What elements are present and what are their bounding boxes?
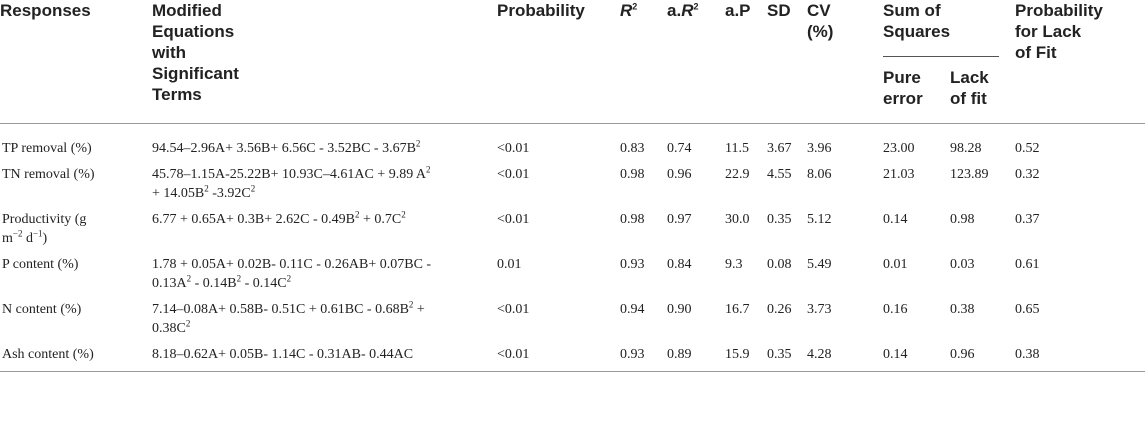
cell-pure-error: 0.01: [883, 257, 908, 272]
cell-cv: 5.12: [807, 212, 832, 227]
cell-r2: 0.83: [620, 141, 645, 156]
cell-p-lack-fit: 0.65: [1015, 302, 1040, 317]
cell-sd: 3.67: [767, 141, 792, 156]
cell-equation: 7.14–0.08A+ 0.58B- 0.51C + 0.61BC - 0.68…: [152, 299, 425, 336]
table-row: P content (%) 1.78 + 0.05A+ 0.02B- 0.11C…: [0, 255, 1145, 300]
header-r2: R2: [620, 1, 638, 20]
table-row: TN removal (%) 45.78–1.15A-25.22B+ 10.93…: [0, 165, 1145, 210]
table-row: Productivity (g m−2 d−1) 6.77 + 0.65A+ 0.…: [0, 210, 1145, 255]
cell-equation: 45.78–1.15A-25.22B+ 10.93C–4.61AC + 9.89…: [152, 164, 431, 201]
cell-cv: 4.28: [807, 347, 832, 362]
cell-equation: 6.77 + 0.65A+ 0.3B+ 2.62C - 0.49B2 + 0.7…: [152, 209, 406, 227]
cell-response: TP removal (%): [2, 141, 92, 156]
cell-ap: 15.9: [725, 347, 750, 362]
cell-probability: <0.01: [497, 141, 530, 156]
cell-sd: 0.35: [767, 347, 792, 362]
cell-p-lack-fit: 0.32: [1015, 167, 1040, 182]
cell-lack-of-fit: 0.38: [950, 302, 975, 317]
cell-ap: 11.5: [725, 141, 749, 156]
cell-probability: <0.01: [497, 302, 530, 317]
cell-adj-r2: 0.89: [667, 347, 692, 362]
cell-response: TN removal (%): [2, 167, 95, 182]
cell-sd: 0.26: [767, 302, 792, 317]
cell-r2: 0.93: [620, 257, 645, 272]
header-equations: Modified Equations with Significant Term…: [152, 1, 239, 104]
cell-ap: 9.3: [725, 257, 743, 272]
header-probability: Probability: [497, 1, 585, 20]
header-pure-error: Pure error: [883, 68, 923, 108]
cell-ap: 16.7: [725, 302, 750, 317]
table-row: TP removal (%) 94.54–2.96A+ 3.56B+ 6.56C…: [0, 139, 1145, 165]
cell-pure-error: 23.00: [883, 141, 915, 156]
cell-lack-of-fit: 0.03: [950, 257, 975, 272]
cell-response: N content (%): [2, 302, 82, 317]
cell-response: Productivity (g m−2 d−1): [2, 212, 87, 246]
cell-p-lack-fit: 0.38: [1015, 347, 1040, 362]
cell-sd: 0.08: [767, 257, 792, 272]
cell-equation: 94.54–2.96A+ 3.56B+ 6.56C - 3.52BC - 3.6…: [152, 138, 421, 156]
cell-probability: <0.01: [497, 212, 530, 227]
header-lack-of-fit: Lack of fit: [950, 68, 989, 108]
cell-adj-r2: 0.90: [667, 302, 692, 317]
cell-p-lack-fit: 0.52: [1015, 141, 1040, 156]
cell-sd: 0.35: [767, 212, 792, 227]
cell-sd: 4.55: [767, 167, 792, 182]
cell-ap: 30.0: [725, 212, 750, 227]
header-adj-r2: a.R2: [667, 1, 699, 20]
cell-r2: 0.98: [620, 212, 645, 227]
header-sd: SD: [767, 1, 791, 20]
cell-equation: 1.78 + 0.05A+ 0.02B- 0.11C - 0.26AB+ 0.0…: [152, 257, 432, 291]
cell-probability: <0.01: [497, 347, 530, 362]
header-sum-of-squares: Sum of Squares: [883, 0, 1015, 57]
cell-equation: 8.18–0.62A+ 0.05B- 1.14C - 0.31AB- 0.44A…: [152, 347, 414, 362]
cell-probability: 0.01: [497, 257, 522, 272]
cell-response: P content (%): [2, 257, 79, 272]
cell-r2: 0.93: [620, 347, 645, 362]
cell-lack-of-fit: 0.96: [950, 347, 975, 362]
cell-adj-r2: 0.96: [667, 167, 692, 182]
cell-pure-error: 0.14: [883, 347, 908, 362]
cell-pure-error: 0.14: [883, 212, 908, 227]
cell-r2: 0.98: [620, 167, 645, 182]
header-prob-lack-fit: Probability for Lack of Fit: [1015, 1, 1103, 62]
cell-ap: 22.9: [725, 167, 750, 182]
cell-response: Ash content (%): [2, 347, 94, 362]
cell-lack-of-fit: 123.89: [950, 167, 989, 182]
header-cv: CV (%): [807, 1, 834, 41]
cell-adj-r2: 0.74: [667, 141, 692, 156]
cell-p-lack-fit: 0.61: [1015, 257, 1040, 272]
table-row: N content (%) 7.14–0.08A+ 0.58B- 0.51C +…: [0, 300, 1145, 345]
cell-pure-error: 21.03: [883, 167, 915, 182]
cell-p-lack-fit: 0.37: [1015, 212, 1040, 227]
cell-cv: 3.96: [807, 141, 832, 156]
cell-adj-r2: 0.97: [667, 212, 692, 227]
cell-lack-of-fit: 98.28: [950, 141, 982, 156]
cell-probability: <0.01: [497, 167, 530, 182]
cell-cv: 3.73: [807, 302, 832, 317]
cell-lack-of-fit: 0.98: [950, 212, 975, 227]
cell-adj-r2: 0.84: [667, 257, 692, 272]
header-responses: Responses: [0, 1, 91, 20]
table-row: Ash content (%) 8.18–0.62A+ 0.05B- 1.14C…: [0, 345, 1145, 372]
cell-cv: 8.06: [807, 167, 832, 182]
results-table: Responses Modified Equations with Signif…: [0, 0, 1145, 372]
header-ap: a.P: [725, 1, 751, 20]
cell-cv: 5.49: [807, 257, 832, 272]
cell-pure-error: 0.16: [883, 302, 908, 317]
cell-r2: 0.94: [620, 302, 645, 317]
